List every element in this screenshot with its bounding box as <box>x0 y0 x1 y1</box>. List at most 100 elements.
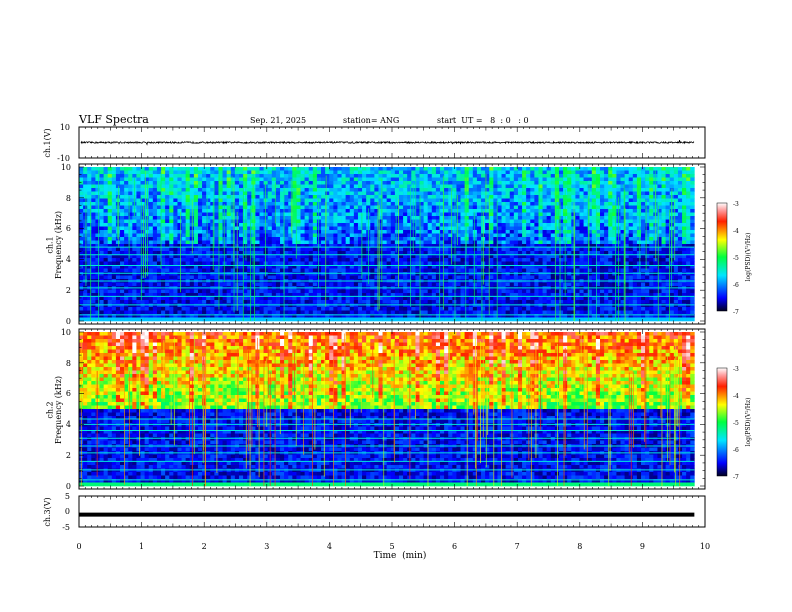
spectrogram-cell <box>485 289 490 294</box>
spectrogram-cell <box>177 272 182 276</box>
spectrogram-cell <box>329 195 334 199</box>
spectrogram-cell <box>156 300 162 304</box>
spectrogram-cell <box>87 303 92 308</box>
spectrogram-cell <box>440 226 445 231</box>
spectrogram-cell <box>357 258 363 262</box>
spectrogram-cell <box>386 223 392 227</box>
spectrogram-cell <box>165 303 170 308</box>
spectrogram-cell <box>107 177 113 182</box>
spectrogram-cell <box>444 198 449 203</box>
spectrogram-cell <box>267 230 273 234</box>
spectrogram-cell <box>448 223 453 227</box>
spectrogram-cell <box>481 265 486 269</box>
spectrogram-cell <box>440 216 445 220</box>
spectrogram-cell <box>431 272 437 276</box>
start-ut-label: start UT = 8 : 0 : 0 <box>437 116 529 125</box>
spectrogram-cell <box>144 307 150 311</box>
spectrogram-cell <box>423 177 428 182</box>
spectrogram-cell <box>452 198 457 203</box>
spectrogram-cell <box>214 282 219 287</box>
spectrogram-cell <box>431 230 437 234</box>
spectrogram-cell <box>202 240 207 245</box>
spectrogram-cell <box>460 293 465 297</box>
spectrogram-cell <box>513 223 519 227</box>
spectrogram-cell <box>255 177 260 182</box>
spectrogram-cell <box>398 244 404 248</box>
spectrogram-cell <box>210 282 215 287</box>
spectrogram-cell <box>103 307 109 311</box>
spectrogram-cell <box>448 170 453 175</box>
spectrogram-cell <box>308 205 314 210</box>
spectrogram-cell <box>288 310 293 315</box>
spectrogram-cell <box>284 212 289 217</box>
spectrogram-cell <box>472 265 478 269</box>
ch1-waveform-ticks <box>78 127 706 158</box>
spectrogram-cell <box>419 188 424 192</box>
spectrogram-cell <box>222 184 227 189</box>
spectrogram-cell <box>357 240 363 245</box>
spectrogram-cell <box>308 275 314 280</box>
spectrogram-cell <box>505 223 511 227</box>
spectrogram-cell <box>497 275 502 280</box>
spectrogram-cell <box>329 233 334 238</box>
spectrogram-cell <box>165 202 170 206</box>
spectrogram-cell <box>362 247 367 252</box>
spectrogram-cell <box>333 254 338 259</box>
spectrogram-cell <box>452 205 457 210</box>
spectrogram-cell <box>115 191 121 196</box>
spectrogram-cell <box>226 314 232 318</box>
spectrogram-cell <box>394 296 400 301</box>
spectrogram-cell <box>427 251 433 255</box>
spectrogram-cell <box>210 314 215 318</box>
spectrogram-cell <box>374 209 379 213</box>
spectrogram-cell <box>214 195 219 199</box>
spectrogram-cell <box>337 303 342 308</box>
spectrogram-cell <box>222 296 227 301</box>
spectrogram-cell <box>218 307 223 311</box>
spectrogram-cell <box>329 244 334 248</box>
spectrogram-cell <box>284 317 289 322</box>
spectrogram-cell <box>481 205 486 210</box>
spectrogram-cell <box>243 212 248 217</box>
spectrogram-cell <box>99 184 104 189</box>
spectrogram-cell <box>386 247 392 252</box>
spectrogram-cell <box>99 177 104 182</box>
spectrogram-cell <box>243 251 248 255</box>
spectrogram-cell <box>505 181 511 185</box>
spectrogram-cell <box>374 303 379 308</box>
spectrogram-cell <box>99 300 104 304</box>
spectrogram-cell <box>275 202 281 206</box>
spectrogram-cell <box>222 174 227 178</box>
spectrogram-cell <box>440 181 445 185</box>
spectrogram-cell <box>407 254 412 259</box>
spectrogram-cell <box>202 268 207 273</box>
spectrogram-cell <box>247 268 252 273</box>
spectrogram-cell <box>202 307 207 311</box>
spectrogram-cell <box>230 167 236 171</box>
spectrogram-cell <box>181 251 186 255</box>
spectrogram-cell <box>169 272 174 276</box>
spectrogram-cell <box>341 289 346 294</box>
spectrogram-cell <box>156 181 162 185</box>
spectrogram-cell <box>161 310 166 315</box>
spectrogram-cell <box>103 177 109 182</box>
spectrogram-cell <box>271 181 277 185</box>
spectrogram-cell <box>247 195 252 199</box>
spectrogram-cell <box>222 310 227 315</box>
spectrogram-cell <box>136 198 141 203</box>
spectrogram-cell <box>316 237 322 241</box>
spectrogram-cell <box>218 289 223 294</box>
spectrogram-cell <box>202 188 207 192</box>
spectrogram-cell <box>325 233 330 238</box>
spectrogram-cell <box>296 247 301 252</box>
spectrogram-cell <box>136 268 141 273</box>
spectrogram-cell <box>505 237 511 241</box>
spectrogram-cell <box>386 265 392 269</box>
spectrogram-cell <box>460 261 465 266</box>
spectrogram-cell <box>316 212 322 217</box>
spectrogram-cell <box>173 198 178 203</box>
spectrogram-cell <box>214 212 219 217</box>
spectrogram-cell <box>308 254 314 259</box>
spectrogram-cell <box>431 188 437 192</box>
spectrogram-cell <box>128 177 133 182</box>
